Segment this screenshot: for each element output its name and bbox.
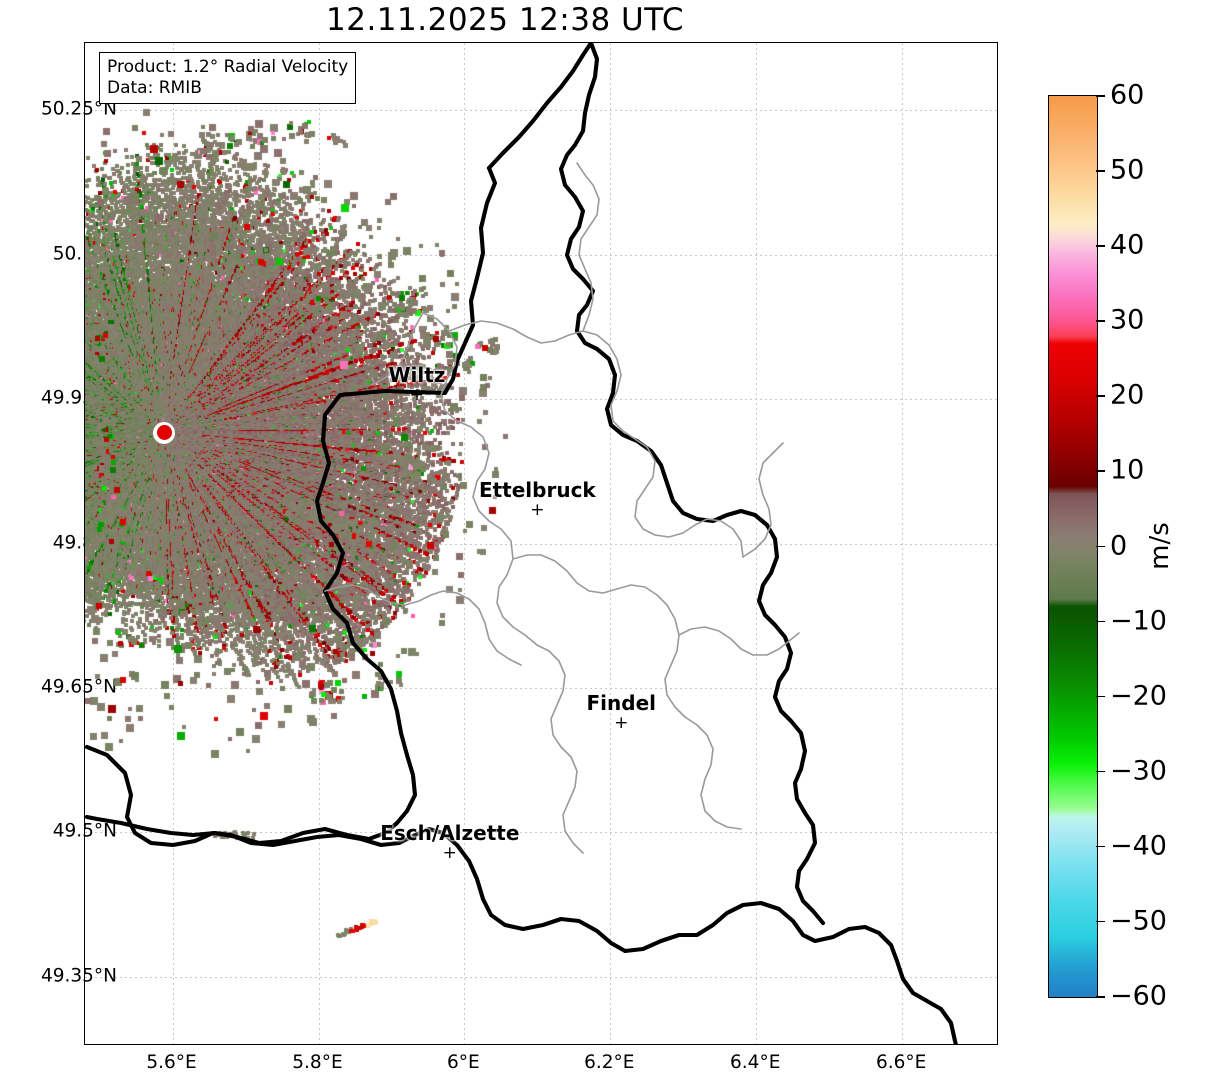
x-axis-tick-label: 6°E bbox=[447, 1052, 480, 1073]
colorbar-gradient bbox=[1048, 95, 1098, 998]
colorbar-tick-label: 50 bbox=[1110, 154, 1145, 186]
colorbar-tick-label: 0 bbox=[1110, 530, 1128, 561]
city-marker-icon: + bbox=[614, 713, 629, 734]
city-name: Esch/Alzette bbox=[380, 821, 520, 846]
product-line: Product: 1.2° Radial Velocity bbox=[107, 57, 349, 77]
product-info-box: Product: 1.2° Radial Velocity Data: RMIB bbox=[99, 52, 357, 105]
colorbar-tick bbox=[1096, 95, 1105, 97]
colorbar-tick-label: −40 bbox=[1110, 830, 1167, 862]
city-label-findel: Findel + bbox=[586, 691, 657, 734]
colorbar-tick bbox=[1096, 395, 1105, 397]
map-plot-area[interactable]: Wiltz + Ettelbruck + Findel + Esch/Alzette + Pr… bbox=[84, 42, 998, 1045]
colorbar-tick bbox=[1096, 620, 1105, 623]
radar-site-marker[interactable] bbox=[152, 421, 175, 444]
city-label-esch-alzette: Esch/Alzette + bbox=[380, 821, 520, 864]
colorbar-unit-label: m/s bbox=[1145, 522, 1175, 570]
city-name: Ettelbruck bbox=[478, 478, 596, 503]
city-marker-icon: + bbox=[530, 500, 545, 521]
colorbar-tick-label: 40 bbox=[1110, 229, 1145, 261]
colorbar-tick bbox=[1096, 545, 1105, 547]
colorbar-tick-label: −60 bbox=[1110, 980, 1167, 1012]
x-axis-tick-label: 6.2°E bbox=[584, 1052, 635, 1073]
colorbar-tick-label: 30 bbox=[1110, 304, 1145, 336]
x-axis-tick-label: 5.6°E bbox=[146, 1052, 197, 1073]
colorbar-tick-label: −30 bbox=[1110, 755, 1167, 787]
x-axis-tick-label: 5.8°E bbox=[292, 1052, 343, 1073]
colorbar-tick-label: −20 bbox=[1110, 680, 1167, 712]
x-axis-tick-label: 6.4°E bbox=[730, 1052, 781, 1073]
city-label-wiltz: Wiltz + bbox=[388, 362, 446, 405]
colorbar-tick bbox=[1096, 245, 1105, 247]
colorbar-tick bbox=[1096, 845, 1105, 848]
page-title: 12.11.2025 12:38 UTC bbox=[326, 2, 684, 38]
city-name: Findel bbox=[586, 691, 657, 716]
colorbar[interactable]: 60 50 40 30 20 10 0 −10 −20 −30 −40 −50 −60 bbox=[1048, 80, 1167, 1012]
colorbar-tick-label: 10 bbox=[1110, 454, 1145, 486]
city-marker-icon: + bbox=[442, 843, 457, 864]
city-name: Wiltz bbox=[388, 362, 446, 387]
colorbar-tick-label: −10 bbox=[1110, 605, 1167, 637]
colorbar-tick bbox=[1096, 470, 1105, 472]
colorbar-tick-label: 20 bbox=[1110, 379, 1145, 411]
colorbar-tick bbox=[1096, 695, 1105, 698]
colorbar-tick bbox=[1096, 170, 1105, 172]
radar-echo-layer bbox=[85, 43, 997, 1044]
colorbar-tick bbox=[1096, 996, 1105, 998]
data-source-line: Data: RMIB bbox=[107, 77, 202, 98]
colorbar-tick-label: 60 bbox=[1110, 79, 1145, 111]
colorbar-tick bbox=[1096, 320, 1105, 322]
x-axis-tick-label: 6.6°E bbox=[875, 1052, 927, 1073]
radar-site-dot bbox=[156, 424, 172, 440]
colorbar-tick bbox=[1096, 770, 1105, 773]
city-label-ettelbruck: Ettelbruck + bbox=[478, 478, 596, 521]
colorbar-tick bbox=[1096, 920, 1105, 923]
city-marker-icon: + bbox=[409, 384, 425, 405]
colorbar-tick-label: −50 bbox=[1110, 905, 1167, 937]
